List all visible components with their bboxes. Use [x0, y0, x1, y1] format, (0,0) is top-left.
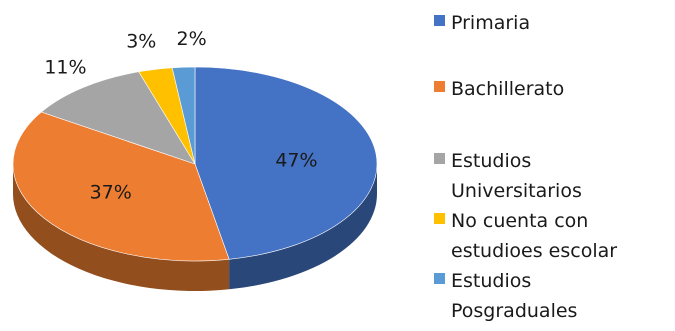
data-label-no-cuenta: 3% — [126, 30, 156, 52]
legend-label-no-cuenta-line2: estudioes escolar — [451, 240, 618, 262]
pie-slice-primaria — [194, 66, 378, 260]
legend-swatch-estudios-universitarios — [434, 153, 445, 164]
pie-side-bachillerato — [13, 164, 230, 291]
legend-label-bachillerato: Bachillerato — [451, 78, 565, 100]
pie-side-primaria — [229, 164, 377, 290]
legend-label-posgraduales-line1: Estudios — [451, 270, 532, 292]
pie-slice-posgraduales — [171, 66, 196, 165]
legend-swatch-primaria — [434, 15, 445, 26]
data-label-primaria: 47% — [275, 149, 317, 171]
legend-label-no-cuenta-line1: No cuenta con — [451, 210, 589, 232]
legend-item-posgraduales: Estudios Posgraduales — [434, 266, 577, 326]
legend-swatch-bachillerato — [434, 81, 445, 92]
data-label-bachillerato: 37% — [90, 181, 132, 203]
legend-label-posgraduales-line2: Posgraduales — [451, 300, 578, 322]
legend-item-primaria: Primaria — [434, 8, 530, 38]
data-label-estudios-universitarios: 11% — [44, 56, 86, 78]
legend-label-estudios-universitarios-line2: Universitarios — [451, 180, 582, 202]
legend-item-no-cuenta: No cuenta con estudioes escolar — [434, 206, 617, 266]
pie-slice-bachillerato — [12, 111, 230, 262]
legend-label-primaria: Primaria — [451, 12, 531, 34]
pie-slice-estudios-universitarios — [40, 71, 196, 165]
data-label-posgraduales: 2% — [176, 28, 206, 50]
legend-swatch-no-cuenta — [434, 213, 445, 224]
legend-item-estudios-universitarios: Estudios Universitarios — [434, 146, 582, 206]
legend-swatch-posgraduales — [434, 273, 445, 284]
legend-item-bachillerato: Bachillerato — [434, 74, 564, 104]
legend-label-estudios-universitarios-line1: Estudios — [451, 150, 532, 172]
